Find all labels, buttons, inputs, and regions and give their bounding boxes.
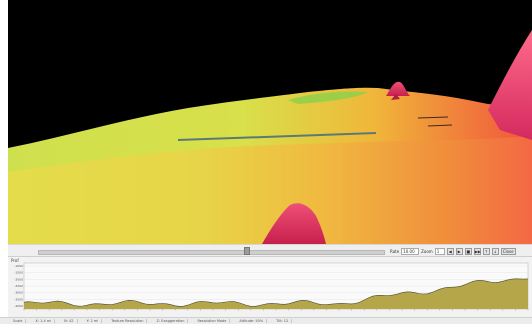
status-bar: Scale X: 1.4 mi N: 42 Y: 2 mi Texture Re…: [0, 317, 532, 324]
profile-title: Prof: [11, 258, 19, 263]
profile-y-tick-label: -3500: [14, 297, 23, 301]
status-field: X: 1.4 mi: [32, 319, 56, 323]
far-seamount-base: [391, 94, 400, 100]
profile-depth-line: [23, 278, 529, 307]
survey-artifact: [427, 124, 453, 127]
rate-field[interactable]: 10.00 m: [401, 247, 420, 255]
status-field: Resolution Mode: [194, 319, 231, 323]
rewind-button[interactable]: ◀: [446, 247, 454, 255]
status-field: Z: Exaggeration: [153, 319, 189, 323]
profile-y-tick-label: -4000: [14, 304, 23, 308]
large-seamount: [488, 30, 532, 140]
close-button[interactable]: Close: [500, 247, 516, 255]
far-seamount: [386, 81, 410, 96]
3d-terrain-viewport[interactable]: [8, 0, 532, 244]
rate-label: Rate: [390, 248, 400, 254]
zoom-label: Zoom: [421, 248, 433, 254]
down-button[interactable]: ↓: [491, 247, 499, 255]
stop-button[interactable]: ■: [464, 247, 472, 255]
status-field: Altitude: 50%: [236, 319, 268, 323]
profile-y-tick-label: -2000: [14, 277, 23, 281]
zoom-field[interactable]: 1: [434, 247, 445, 255]
profile-y-axis: -1000 -1500 -2000 -2500 -3000 -3500 -4000: [14, 264, 23, 308]
survey-track-line: [177, 132, 377, 141]
status-field: N: 42: [61, 319, 78, 323]
profile-y-tick-label: -2500: [14, 284, 23, 288]
timeline-controls: Rate 10.00 m Zoom 1 ◀ ▶ ■ ▶▶ ↑ ↓ Close: [390, 246, 516, 256]
profile-y-tick-label: -1500: [14, 271, 23, 275]
status-field: Texture Resolution: [108, 319, 148, 323]
profile-y-tick-label: -1000: [14, 264, 23, 268]
depth-profile-panel: Prof -1000 -1500 -2000 -2500 -3000 -3500 -4000: [8, 257, 532, 317]
timeline-slider-track[interactable]: [38, 250, 385, 255]
terrain-render[interactable]: [8, 0, 532, 244]
foreground-mound: [262, 203, 326, 244]
profile-graph[interactable]: -1000 -1500 -2000 -2500 -3000 -3500 -4000: [8, 257, 532, 317]
timeline-slider-thumb[interactable]: [244, 247, 250, 255]
status-field: Scale: [10, 319, 27, 323]
status-field: Y: 2 mi: [84, 319, 103, 323]
status-field: Tilt: 12: [273, 319, 293, 323]
profile-x-axis: [23, 309, 529, 311]
play-button[interactable]: ▶: [455, 247, 463, 255]
profile-y-tick-label: -3000: [14, 291, 23, 295]
plateau-ridge: [288, 91, 368, 104]
fast-forward-button[interactable]: ▶▶: [473, 247, 481, 255]
timeline-bar: Rate 10.00 m Zoom 1 ◀ ▶ ■ ▶▶ ↑ ↓ Close: [8, 244, 532, 257]
survey-artifact: [417, 116, 449, 119]
terrain-near-surface: [8, 136, 532, 244]
up-button[interactable]: ↑: [482, 247, 490, 255]
profile-depth-fill: [24, 278, 528, 309]
